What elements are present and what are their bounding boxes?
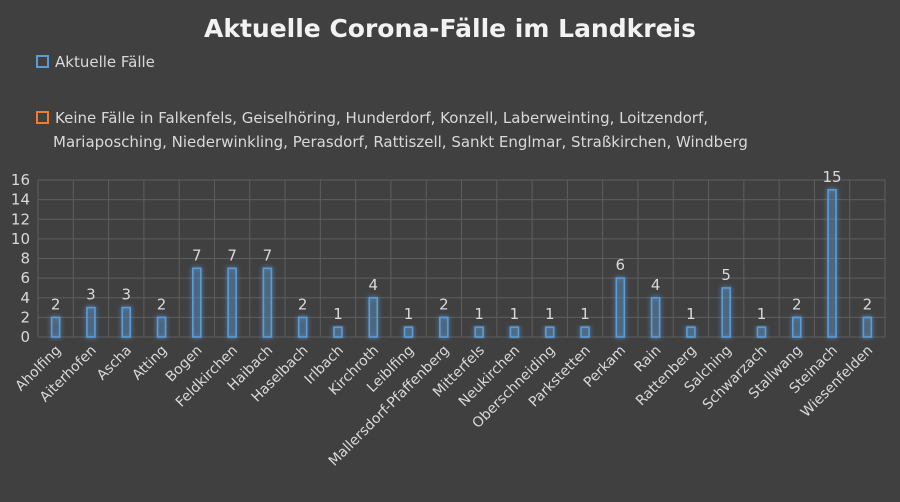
bar [827,189,837,338]
y-tick-label: 8 [20,250,30,268]
y-tick-label: 4 [20,289,30,307]
x-tick-label: Atting [129,343,170,384]
data-label: 7 [263,246,273,264]
legend-note-line1: Keine Fälle in Falkenfels, Geiselhöring,… [55,109,709,127]
data-label: 4 [651,276,661,294]
bar [192,267,202,338]
data-label: 4 [368,276,378,294]
bar [333,326,343,338]
data-label: 1 [510,305,520,323]
legend-series-label: Aktuelle Fälle [55,53,155,71]
data-label: 1 [686,305,696,323]
legend-note-line2: Mariaposching, Niederwinkling, Perasdorf… [53,133,748,151]
bar [509,326,520,338]
data-label: 1 [545,305,555,323]
data-label: 2 [439,295,449,313]
bar [474,326,484,338]
data-label: 1 [580,305,590,323]
bar [262,267,273,338]
bar [544,326,555,338]
legend-note: Keine Fälle in Falkenfels, Geiselhöring,… [36,106,856,154]
data-label: 7 [227,246,237,264]
data-label: 2 [157,295,167,313]
bar [121,306,132,338]
data-label: 7 [192,246,202,264]
y-tick-label: 0 [20,328,30,346]
bar [403,326,414,338]
data-label: 6 [616,256,626,274]
y-tick-label: 2 [20,308,30,326]
data-label: 2 [863,295,873,313]
data-label: 2 [298,295,308,313]
bar [686,326,696,338]
bar [650,296,661,338]
y-tick-label: 12 [11,210,30,228]
data-label: 2 [51,295,61,313]
y-tick-label: 10 [11,230,30,248]
bar [615,277,626,338]
bar [862,316,873,338]
bar [439,316,449,338]
bar [297,316,308,338]
data-label: 2 [792,295,802,313]
data-label: 3 [121,286,131,304]
bar [86,306,96,338]
bar [50,316,61,338]
data-label: 1 [474,305,484,323]
data-label: 1 [757,305,767,323]
bar [721,287,731,338]
data-label: 1 [404,305,414,323]
y-tick-label: 16 [11,171,30,189]
x-tick-label: Ascha [94,343,135,384]
bar [580,326,590,338]
legend-series: Aktuelle Fälle [36,50,155,74]
legend-swatch-blue [36,55,49,68]
bar [756,326,767,338]
chart-title: Aktuelle Corona-Fälle im Landkreis [203,14,696,43]
bar [227,267,237,338]
bar [368,296,379,338]
bar [156,316,167,338]
data-label: 15 [823,168,842,186]
data-label: 5 [721,266,731,284]
y-tick-label: 14 [11,191,30,209]
bar [791,316,802,338]
legend-swatch-orange [36,111,49,124]
data-label: 3 [86,286,96,304]
data-label: 1 [333,305,343,323]
y-tick-label: 6 [20,269,30,287]
